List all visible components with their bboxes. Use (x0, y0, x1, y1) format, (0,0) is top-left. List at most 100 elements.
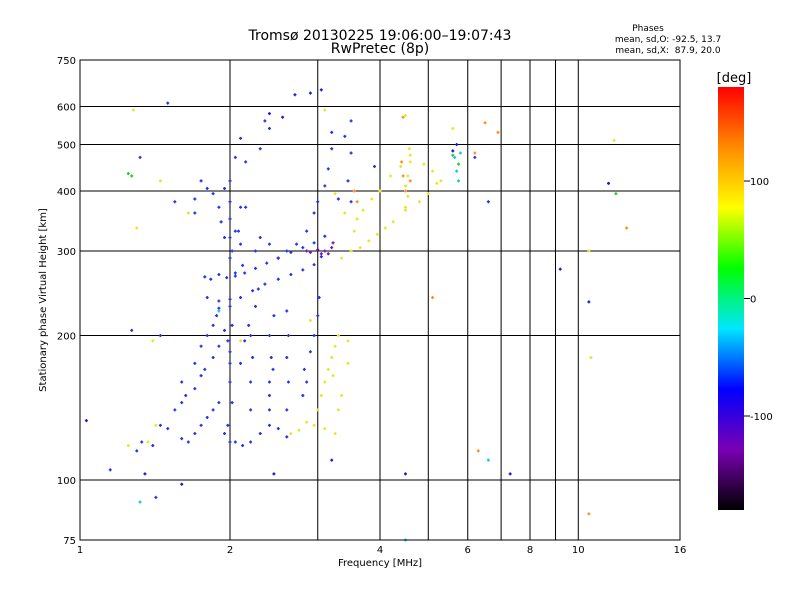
data-point (346, 339, 350, 343)
data-point (455, 143, 459, 147)
x-tick-label: 6 (465, 545, 471, 556)
data-point (228, 297, 232, 301)
data-point (217, 344, 221, 348)
data-point (349, 249, 353, 253)
data-point (233, 155, 237, 159)
data-point (403, 113, 407, 117)
data-point (143, 472, 147, 476)
data-point (228, 256, 232, 260)
y-tick-label: 500 (57, 141, 76, 152)
data-point (267, 112, 271, 116)
data-point (323, 380, 327, 384)
x-tick-label: 4 (377, 545, 383, 556)
data-point (389, 174, 393, 178)
data-point (158, 423, 162, 427)
data-point (217, 306, 221, 310)
data-point (193, 387, 197, 391)
data-point (285, 355, 289, 359)
data-point (340, 394, 344, 398)
data-point (408, 179, 412, 183)
data-point (203, 275, 207, 279)
data-point (316, 408, 320, 412)
data-point (265, 261, 269, 265)
data-point (431, 296, 435, 300)
plot-frame (79, 59, 681, 541)
data-point (305, 229, 309, 233)
data-point (228, 217, 232, 221)
y-tick-label: 750 (57, 56, 76, 67)
data-point (451, 153, 455, 157)
data-point (403, 184, 407, 188)
data-point (457, 179, 461, 183)
data-point (451, 149, 455, 153)
data-point (301, 268, 305, 272)
data-point (408, 153, 412, 157)
data-point (228, 350, 232, 354)
data-point (378, 189, 382, 193)
data-point (352, 229, 356, 233)
data-point (267, 334, 271, 338)
y-tick-label: 75 (63, 536, 76, 547)
data-point (233, 274, 237, 278)
data-point (230, 323, 234, 327)
data-point (251, 355, 255, 359)
data-point (326, 167, 330, 171)
colorbar-label: [deg] (717, 71, 752, 86)
data-point (219, 220, 223, 224)
data-point (336, 197, 340, 201)
stats-line-o: mean, sd,O: -92.5, 13.7 (615, 35, 721, 45)
data-point (308, 350, 312, 354)
data-point (316, 248, 320, 252)
data-point (439, 179, 443, 183)
chart-title: Tromsø 20130225 19:06:00–19:07:43 (248, 28, 512, 44)
data-point (305, 380, 309, 384)
data-point (330, 355, 334, 359)
data-point (346, 361, 350, 365)
data-point (625, 226, 629, 230)
data-point (431, 169, 435, 173)
data-point (281, 115, 285, 119)
data-point (228, 236, 232, 240)
data-point (258, 236, 262, 240)
data-point (289, 273, 293, 277)
data-point (319, 88, 323, 92)
data-point (289, 250, 293, 254)
data-point (211, 355, 215, 359)
data-point (217, 401, 221, 405)
data-point (406, 194, 410, 198)
data-point (263, 119, 267, 123)
data-point (355, 217, 359, 221)
data-point (297, 428, 301, 432)
data-point (319, 394, 323, 398)
data-point (316, 200, 320, 204)
data-point (336, 408, 340, 412)
colorbar-tick-label: -100 (750, 412, 773, 423)
data-point (426, 192, 430, 196)
data-point (186, 440, 190, 444)
data-point (199, 344, 203, 348)
data-point (138, 155, 142, 159)
data-point (223, 328, 227, 332)
data-point (205, 415, 209, 419)
data-point (239, 296, 243, 300)
data-point (154, 495, 158, 499)
data-point (508, 472, 512, 476)
data-point (233, 271, 237, 275)
data-point (217, 205, 221, 209)
data-point (236, 229, 240, 233)
data-point (331, 374, 335, 378)
data-point (285, 309, 289, 313)
data-point (285, 408, 289, 412)
data-point (223, 186, 227, 190)
data-point (135, 449, 139, 453)
y-tick-label: 600 (57, 103, 76, 114)
data-point (319, 255, 323, 259)
data-point (558, 267, 562, 271)
data-point (301, 246, 305, 250)
colorbar: [deg] 100 0 -100 (717, 71, 773, 510)
y-tick-label: 400 (57, 187, 76, 198)
data-point (258, 432, 262, 436)
data-point (401, 174, 405, 178)
data-point (158, 334, 162, 338)
